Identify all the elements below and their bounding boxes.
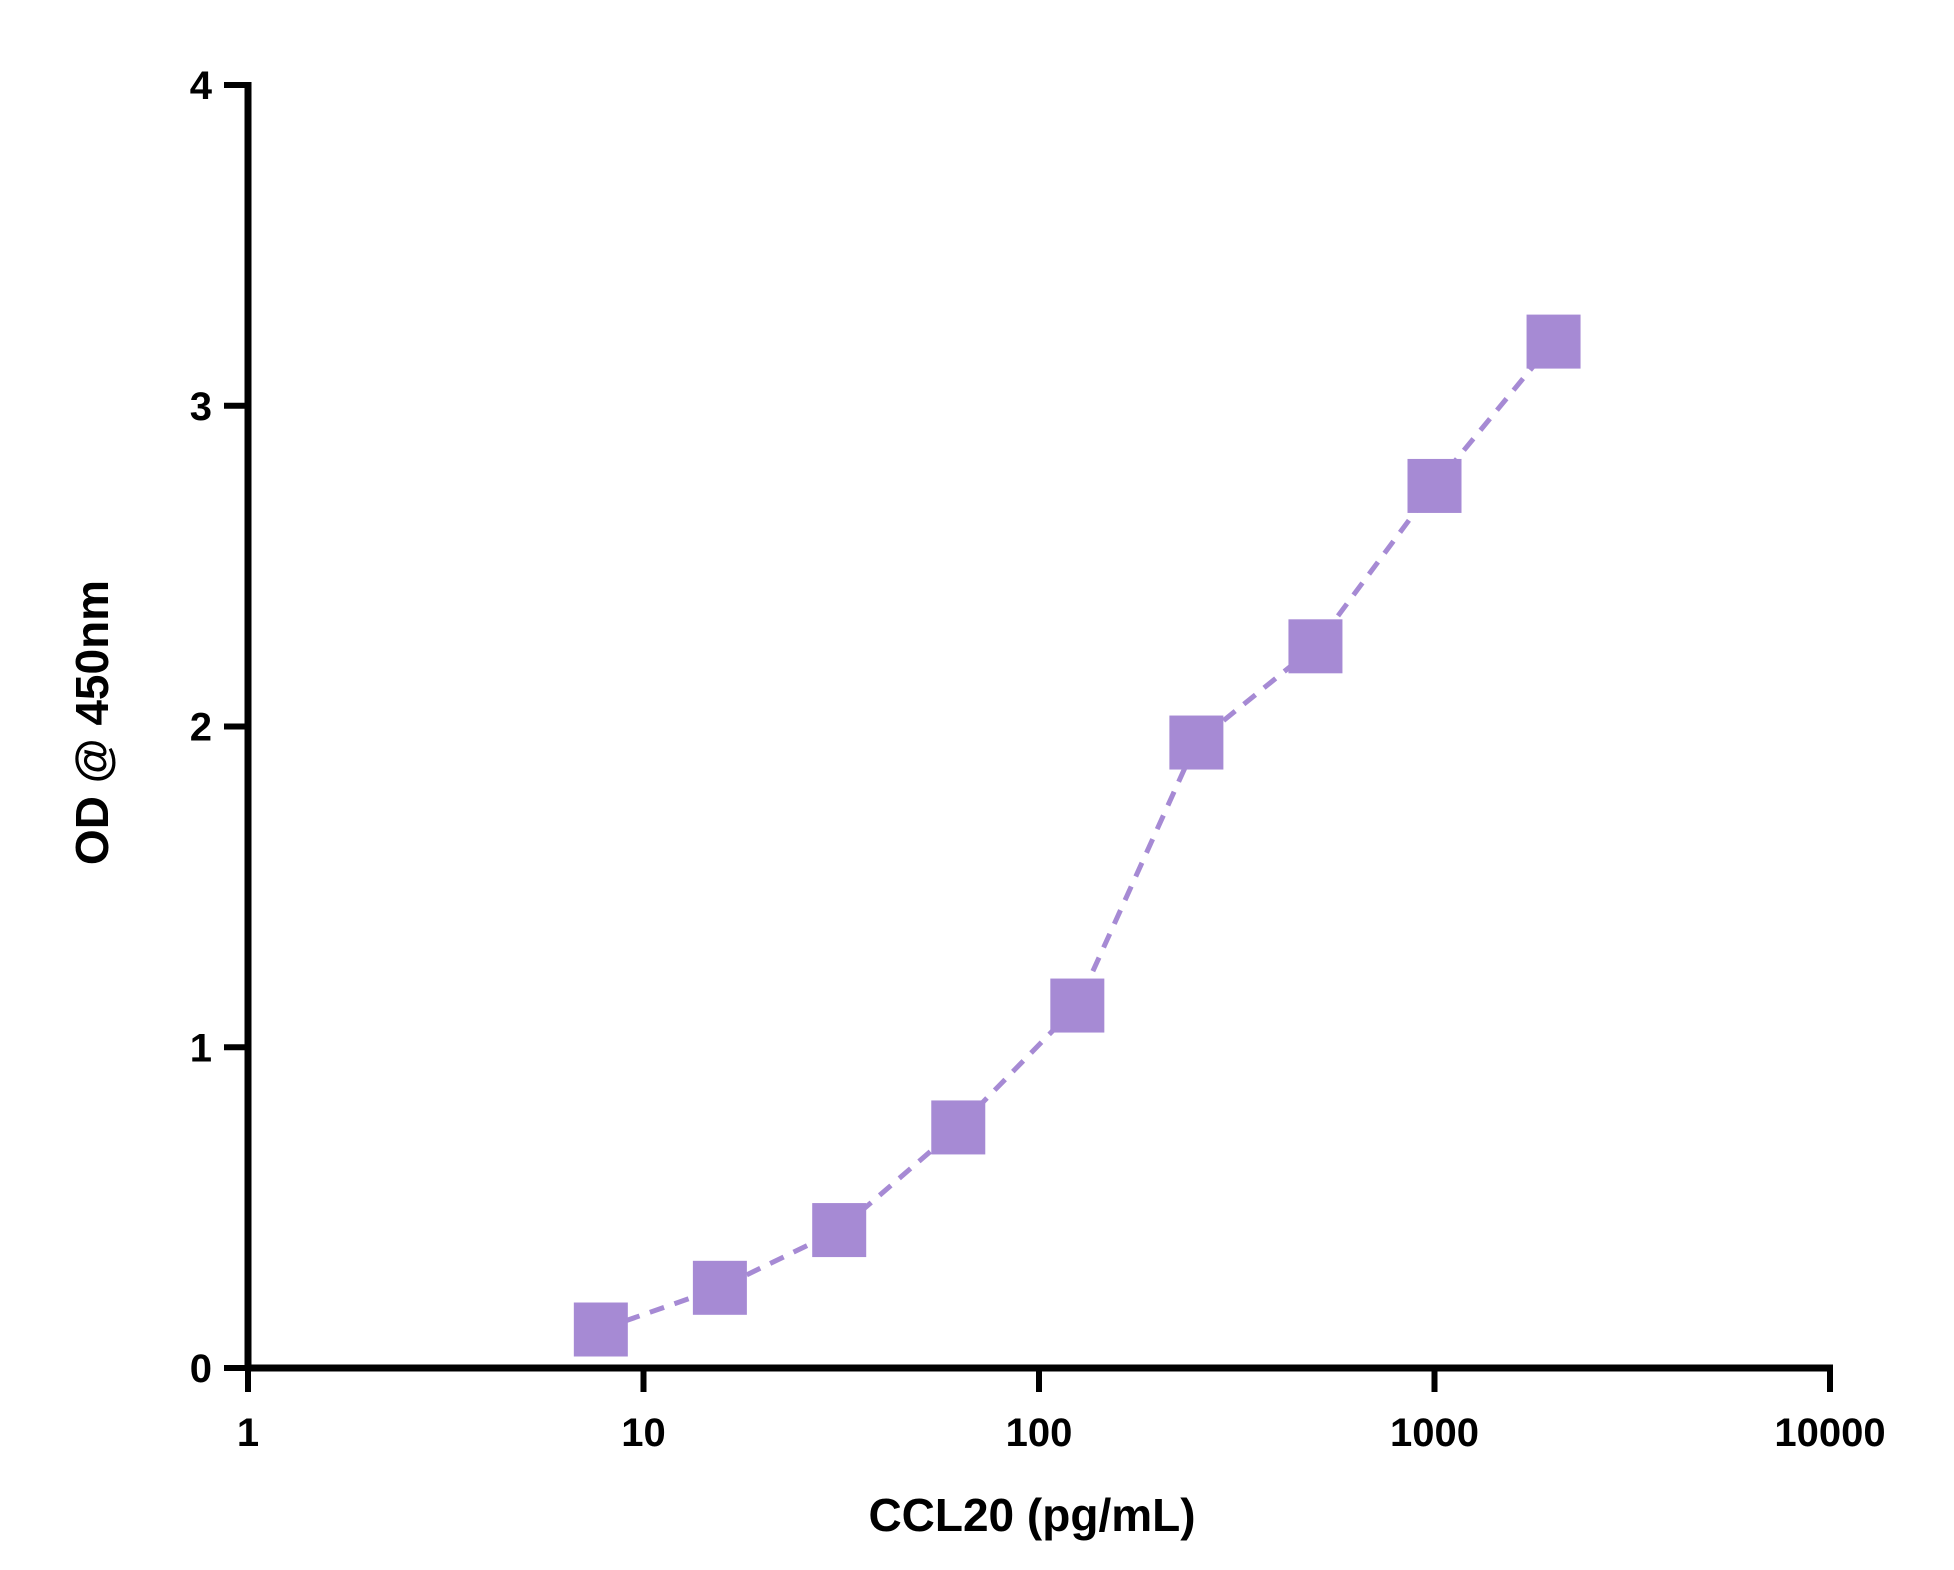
marker-layer (573, 314, 1581, 1357)
x-tick-label: 100 (1006, 1411, 1073, 1455)
y-tick-label: 2 (190, 706, 212, 750)
data-point (1407, 458, 1462, 513)
x-tick-label: 10000 (1774, 1411, 1885, 1455)
data-point (1050, 978, 1105, 1033)
data-point (931, 1100, 986, 1155)
y-axis-title: OD @ 450nm (66, 580, 118, 865)
x-axis-title: CCL20 (pg/mL) (868, 1489, 1195, 1541)
data-point (692, 1260, 747, 1315)
data-point (573, 1302, 628, 1357)
data-point (1288, 619, 1343, 674)
x-tick-label: 10 (621, 1411, 666, 1455)
data-point (1169, 715, 1224, 770)
y-tick-label: 3 (190, 385, 212, 429)
x-tick-label: 1 (237, 1411, 259, 1455)
data-point (1526, 314, 1581, 369)
y-tick-label: 0 (190, 1347, 212, 1391)
y-tick-label: 4 (190, 64, 213, 108)
y-tick-label: 1 (190, 1026, 212, 1070)
x-tick-label: 1000 (1390, 1411, 1479, 1455)
data-point (812, 1203, 867, 1258)
